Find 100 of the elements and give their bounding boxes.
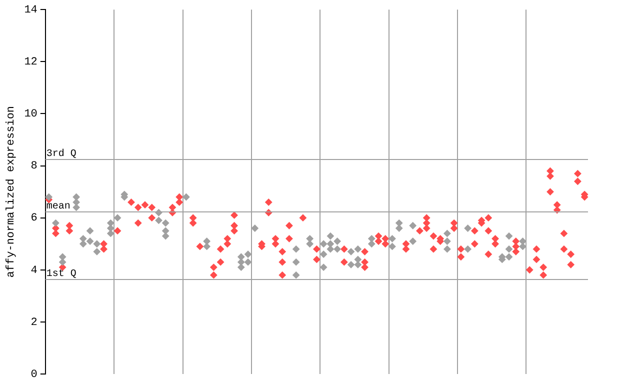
point [532, 246, 540, 253]
point [182, 194, 190, 201]
point [210, 264, 218, 271]
point [45, 194, 52, 201]
point [278, 258, 286, 266]
point [306, 240, 314, 248]
point [506, 253, 513, 260]
point [292, 272, 300, 279]
point [217, 246, 224, 253]
point [210, 272, 218, 279]
point [574, 170, 582, 178]
point [107, 224, 114, 232]
point [450, 220, 458, 227]
point [532, 256, 540, 263]
point [334, 238, 341, 245]
point [354, 246, 362, 253]
point [134, 204, 142, 211]
point [190, 220, 197, 227]
point [251, 224, 258, 232]
point [230, 227, 238, 234]
y-tick-label: 10 [24, 108, 38, 121]
point [512, 242, 520, 250]
point [388, 242, 396, 250]
point [230, 222, 238, 230]
point [320, 240, 328, 248]
point [540, 272, 547, 279]
point [340, 246, 348, 253]
point [334, 246, 341, 253]
point [375, 232, 382, 240]
y-tick-label: 2 [30, 316, 38, 329]
point [546, 172, 554, 180]
point [574, 178, 582, 185]
point [484, 214, 492, 222]
point [162, 232, 170, 240]
point [457, 253, 464, 260]
point [59, 253, 66, 260]
point [444, 230, 451, 237]
point [162, 227, 170, 234]
point [52, 220, 60, 227]
point [471, 240, 478, 248]
point [526, 266, 534, 274]
point [423, 224, 430, 232]
point [190, 214, 197, 222]
point [423, 220, 430, 227]
point [238, 253, 245, 260]
point [86, 238, 94, 245]
point [203, 242, 210, 250]
point [320, 264, 328, 271]
point [313, 256, 320, 263]
point [348, 261, 355, 268]
point [80, 235, 87, 242]
point [66, 227, 73, 234]
point [278, 272, 286, 279]
point [244, 250, 252, 258]
point [217, 258, 224, 266]
point [519, 242, 526, 250]
point [326, 240, 334, 248]
point [313, 246, 320, 253]
point [72, 198, 80, 206]
point [444, 246, 451, 253]
point [409, 222, 416, 230]
ref-line-label: 3rd Q [46, 148, 76, 160]
point [107, 220, 114, 227]
point [506, 246, 513, 253]
point [457, 246, 464, 253]
point [546, 167, 554, 174]
point [72, 204, 80, 211]
point [560, 246, 568, 253]
point [107, 230, 114, 237]
y-tick-label: 8 [30, 160, 38, 173]
point [368, 235, 376, 242]
point [546, 188, 554, 196]
point [396, 220, 403, 227]
point [512, 238, 520, 245]
point [409, 238, 416, 245]
point [134, 220, 142, 227]
y-axis-title: affy-normalized expression [6, 106, 18, 278]
point [114, 227, 122, 234]
y-tick-label: 4 [30, 264, 38, 277]
point [93, 248, 100, 256]
point [402, 240, 410, 248]
point [402, 246, 410, 253]
point [506, 232, 513, 240]
point [155, 216, 162, 224]
point [224, 235, 231, 242]
ref-line-label: mean [46, 201, 70, 212]
point [484, 227, 492, 234]
point [176, 198, 183, 206]
point [80, 240, 87, 248]
point [238, 264, 245, 271]
point [224, 240, 231, 248]
point [361, 258, 368, 266]
point [100, 240, 108, 248]
point [286, 222, 293, 230]
point [162, 220, 170, 227]
point [361, 248, 368, 256]
point [114, 214, 122, 222]
ref-line-label: 1st Q [46, 269, 76, 280]
point [354, 261, 362, 268]
point [72, 194, 80, 201]
